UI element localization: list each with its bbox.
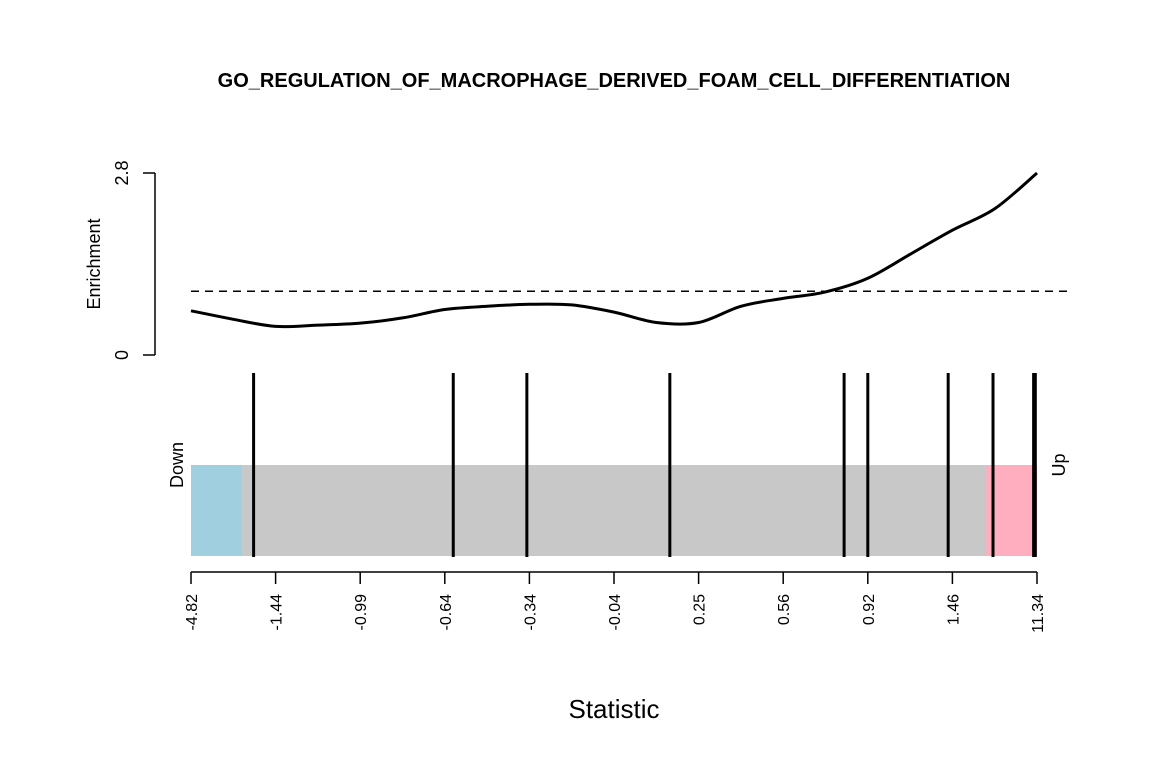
x-ticks: -4.82 -1.44 -0.99 -0.64 -0.34 -0.04 0.25 0.56 0.… bbox=[184, 572, 1047, 633]
x-tick-label: -0.64 bbox=[438, 594, 455, 631]
enrichment-curve bbox=[190, 171, 1038, 329]
y-axis-label: Enrichment bbox=[84, 218, 104, 309]
y-tick-label-bottom: 0 bbox=[112, 350, 132, 360]
x-tick-label: 0.92 bbox=[861, 594, 878, 625]
x-axis-label: Statistic bbox=[568, 694, 659, 724]
x-tick-label: 0.25 bbox=[692, 594, 709, 625]
x-tick-label: -0.04 bbox=[607, 594, 624, 631]
x-tick-label: -0.99 bbox=[353, 594, 370, 631]
x-tick-label: -0.34 bbox=[522, 594, 539, 631]
down-region bbox=[191, 465, 242, 556]
x-tick-label: 1.46 bbox=[945, 594, 962, 625]
x-tick-label: -4.82 bbox=[184, 594, 201, 631]
x-tick-label: 11.34 bbox=[1030, 594, 1047, 633]
chart-title: GO_REGULATION_OF_MACROPHAGE_DERIVED_FOAM… bbox=[218, 70, 1011, 92]
up-label: Up bbox=[1049, 453, 1069, 476]
up-region bbox=[986, 465, 1037, 556]
x-tick-label: 0.56 bbox=[776, 594, 793, 625]
enrichment-panel: 2.8 0 Enrichment bbox=[84, 160, 1068, 360]
neutral-region bbox=[191, 465, 1037, 556]
gene-lines bbox=[252, 373, 1037, 557]
x-tick-label: -1.44 bbox=[269, 594, 286, 631]
y-tick-label-top: 2.8 bbox=[112, 160, 132, 185]
barcode-panel: Down Up bbox=[167, 373, 1069, 557]
x-axis: -4.82 -1.44 -0.99 -0.64 -0.34 -0.04 0.25 0.56 0.… bbox=[184, 571, 1047, 724]
down-label: Down bbox=[167, 442, 187, 488]
